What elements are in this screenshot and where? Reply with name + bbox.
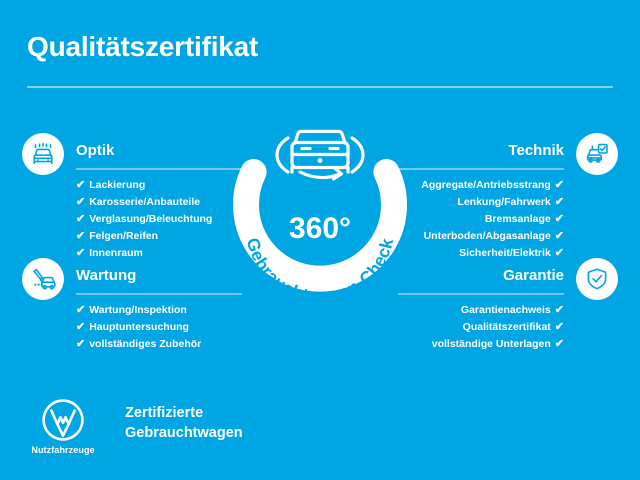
footer-claim: Zertifizierte Gebrauchtwagen	[125, 403, 243, 443]
section-item-list: ✔ Wartung/Inspektion ✔ Hauptuntersuchung ✔…	[20, 302, 242, 353]
section-divider	[398, 293, 564, 295]
list-item-label: Hauptuntersuchung	[89, 321, 189, 333]
list-item-label: Aggregate/Antriebsstrang	[421, 179, 551, 191]
check-icon: ✔	[554, 196, 564, 208]
list-item: ✔ Lackierung	[76, 177, 242, 194]
list-item-label: Felgen/Reifen	[89, 230, 159, 242]
section-technik: Technik Aggregate/Antriebsstrang ✔ Lenkun…	[398, 133, 620, 262]
vw-logo-block: Nutzfahrzeuge	[27, 398, 99, 455]
list-item: Qualitätszertifikat ✔	[398, 319, 564, 336]
list-item-label: Innenraum	[89, 247, 143, 259]
section-divider	[398, 168, 564, 170]
car-shine-icon	[22, 133, 64, 175]
page-title: Qualitätszertifikat	[27, 31, 259, 62]
badge-ring	[233, 159, 407, 292]
check-icon: ✔	[76, 304, 86, 316]
section-title: Garantie	[503, 267, 564, 284]
check-icon: ✔	[554, 304, 564, 316]
list-item-label: Sicherheit/Elektrik	[459, 247, 551, 259]
section-divider	[76, 168, 242, 170]
section-header: Wartung	[20, 258, 242, 302]
section-item-list: Garantienachweis ✔ Qualitätszertifikat ✔ v…	[398, 302, 620, 353]
section-title: Wartung	[76, 267, 137, 284]
shield-check-icon	[576, 258, 618, 300]
check-icon: ✔	[76, 179, 86, 191]
list-item-label: Wartung/Inspektion	[89, 304, 187, 316]
car-rotate-360-icon	[275, 129, 365, 181]
section-divider	[76, 293, 242, 295]
car-service-tool-icon	[22, 258, 64, 300]
check-icon: ✔	[554, 338, 564, 350]
section-item-list: ✔ Lackierung ✔ Karosserie/Anbauteile ✔ Verg…	[20, 177, 242, 262]
badge-360-gebrauchtwagen-check: Gebrauchtwagen-Check 360°	[228, 112, 412, 308]
check-icon: ✔	[76, 213, 86, 225]
check-icon: ✔	[554, 321, 564, 333]
section-header: Technik	[398, 133, 620, 177]
list-item-label: Bremsanlage	[484, 213, 551, 225]
list-item: vollständige Unterlagen ✔	[398, 336, 564, 353]
list-item-label: Verglasung/Beleuchtung	[89, 213, 213, 225]
list-item: ✔ Hauptuntersuchung	[76, 319, 242, 336]
section-header: Optik	[20, 133, 242, 177]
list-item: Lenkung/Fahrwerk ✔	[398, 194, 564, 211]
footer-claim-line2: Gebrauchtwagen	[125, 425, 243, 441]
check-icon: ✔	[76, 321, 86, 333]
list-item: Bremsanlage ✔	[398, 211, 564, 228]
list-item-label: vollständige Unterlagen	[431, 338, 551, 350]
vw-logo	[27, 398, 99, 442]
section-optik: Optik ✔ Lackierung ✔ Karosserie/Anbauteile…	[20, 133, 242, 262]
list-item: Aggregate/Antriebsstrang ✔	[398, 177, 564, 194]
badge-degrees-label: 360°	[288, 212, 352, 245]
check-icon: ✔	[554, 247, 564, 259]
header-divider	[27, 86, 613, 88]
list-item-label: Garantienachweis	[460, 304, 551, 316]
list-item: ✔ Felgen/Reifen	[76, 228, 242, 245]
list-item-label: Lackierung	[89, 179, 146, 191]
section-title: Optik	[76, 142, 115, 159]
list-item: ✔ Karosserie/Anbauteile	[76, 194, 242, 211]
footer: Nutzfahrzeuge Zertifizierte Gebrauchtwag…	[27, 398, 243, 455]
check-icon: ✔	[76, 196, 86, 208]
check-icon: ✔	[76, 338, 86, 350]
footer-claim-line1: Zertifizierte	[125, 405, 204, 421]
check-icon: ✔	[554, 179, 564, 191]
list-item: Sicherheit/Elektrik ✔	[398, 245, 564, 262]
section-header: Garantie	[398, 258, 620, 302]
section-title: Technik	[508, 142, 564, 159]
section-item-list: Aggregate/Antriebsstrang ✔ Lenkung/Fahrwe…	[398, 177, 620, 262]
list-item: ✔ Wartung/Inspektion	[76, 302, 242, 319]
section-garantie: Garantie Garantienachweis ✔ Qualitätszert…	[398, 258, 620, 353]
section-wartung: Wartung ✔ Wartung/Inspektion ✔ Hauptunters…	[20, 258, 242, 353]
list-item: ✔ Verglasung/Beleuchtung	[76, 211, 242, 228]
list-item: ✔ Innenraum	[76, 245, 242, 262]
car-checklist-icon	[576, 133, 618, 175]
list-item: ✔ vollständiges Zubehör	[76, 336, 242, 353]
list-item-label: Qualitätszertifikat	[462, 321, 551, 333]
list-item-label: vollständiges Zubehör	[89, 338, 202, 350]
list-item-label: Unterboden/Abgasanlage	[423, 230, 551, 242]
list-item-label: Karosserie/Anbauteile	[89, 196, 201, 208]
list-item: Garantienachweis ✔	[398, 302, 564, 319]
check-icon: ✔	[76, 247, 86, 259]
vw-logo-subtitle: Nutzfahrzeuge	[31, 445, 95, 455]
check-icon: ✔	[76, 230, 86, 242]
list-item: Unterboden/Abgasanlage ✔	[398, 228, 564, 245]
check-icon: ✔	[554, 230, 564, 242]
list-item-label: Lenkung/Fahrwerk	[457, 196, 551, 208]
check-icon: ✔	[554, 213, 564, 225]
